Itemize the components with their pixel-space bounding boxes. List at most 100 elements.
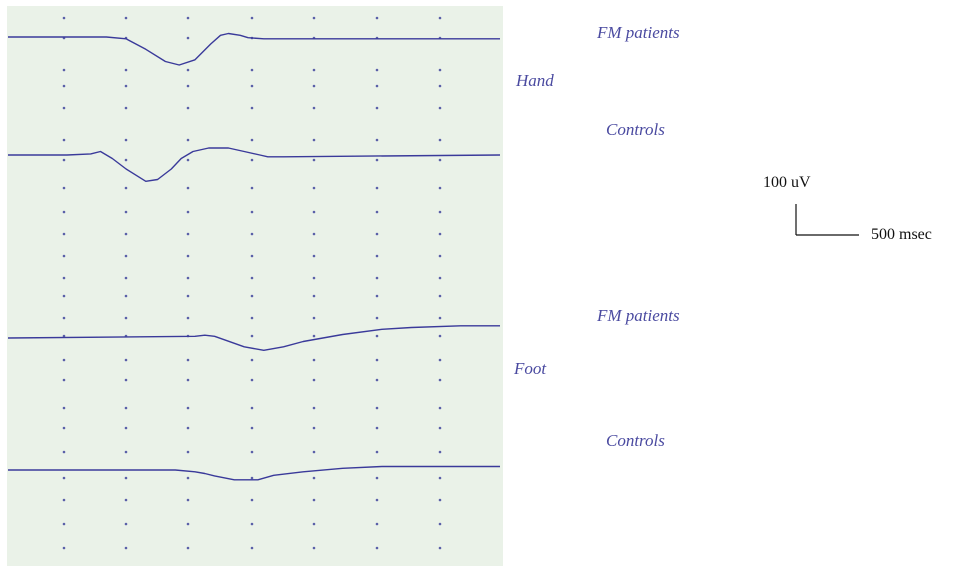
grid-dot (375, 426, 379, 430)
grid-dot (438, 476, 442, 480)
grid-dot (375, 186, 379, 190)
grid-dot (124, 522, 128, 526)
grid-dot (186, 186, 190, 190)
grid-dot (312, 106, 316, 110)
scale-bar: 100 uV 500 msec (763, 174, 932, 243)
grid-dot (186, 316, 190, 320)
grid-dot (250, 334, 254, 338)
grid-dot (312, 426, 316, 430)
grid-dot (250, 406, 254, 410)
grid-dot (62, 498, 66, 502)
grid-dot (375, 546, 379, 550)
grid-dot (438, 358, 442, 362)
label-foot-group: Foot (513, 359, 547, 378)
grid-dot (124, 316, 128, 320)
grid-dot (312, 522, 316, 526)
grid-dot (312, 16, 316, 20)
grid-dot (375, 450, 379, 454)
grid-dot (124, 426, 128, 430)
grid-dot (438, 138, 442, 142)
grid-dot (62, 294, 66, 298)
grid-dot (250, 276, 254, 280)
grid-dot (312, 138, 316, 142)
grid-dot (124, 106, 128, 110)
grid-dot (186, 522, 190, 526)
grid-dot (438, 68, 442, 72)
grid-dot (62, 426, 66, 430)
grid-dot (375, 254, 379, 258)
grid-dot (124, 68, 128, 72)
grid-dot (250, 546, 254, 550)
grid-dot (312, 84, 316, 88)
grid-dot (250, 426, 254, 430)
grid-dot (124, 232, 128, 236)
grid-dot (438, 276, 442, 280)
scale-amplitude-label: 100 uV (763, 174, 811, 191)
grid-dot (186, 476, 190, 480)
grid-dot (250, 522, 254, 526)
grid-dot (312, 158, 316, 162)
grid-dot (186, 294, 190, 298)
grid-dot (375, 316, 379, 320)
grid-dot (375, 498, 379, 502)
label-hand-controls: Controls (606, 120, 665, 139)
grid-dot (312, 186, 316, 190)
grid-dot (438, 498, 442, 502)
grid-dot (186, 158, 190, 162)
grid-dot (438, 546, 442, 550)
grid-dot (375, 232, 379, 236)
grid-dot (375, 68, 379, 72)
grid-dot (250, 232, 254, 236)
grid-dot (62, 16, 66, 20)
grid-dot (124, 16, 128, 20)
grid-dot (375, 276, 379, 280)
grid-dot (438, 84, 442, 88)
grid-dot (124, 210, 128, 214)
grid-dot (124, 450, 128, 454)
trace-foot-fm-patients (7, 325, 500, 351)
grid-dot (375, 378, 379, 382)
traces-panel-background (7, 6, 503, 566)
grid-dot (312, 498, 316, 502)
grid-dot (124, 476, 128, 480)
grid-dot (312, 334, 316, 338)
grid-dot (62, 334, 66, 338)
grid-dot (438, 522, 442, 526)
grid-dot (250, 16, 254, 20)
grid-dot (62, 522, 66, 526)
grid-dot (312, 210, 316, 214)
grid-dot (438, 186, 442, 190)
grid-dot (62, 546, 66, 550)
grid-dot (62, 68, 66, 72)
traces (7, 32, 501, 481)
grid-dot (375, 138, 379, 142)
grid-dot (438, 254, 442, 258)
grid-dot (124, 498, 128, 502)
grid-dot (250, 138, 254, 142)
grid-dot (250, 498, 254, 502)
grid-dot (62, 186, 66, 190)
grid-dot (438, 334, 442, 338)
grid-dot (438, 378, 442, 382)
grid-dot (312, 68, 316, 72)
grid-dot (438, 158, 442, 162)
grid-dot (186, 406, 190, 410)
grid-dot (62, 358, 66, 362)
grid-dot (250, 378, 254, 382)
grid-dot (186, 138, 190, 142)
grid-dot (375, 210, 379, 214)
grid-dot (250, 358, 254, 362)
grid-dot (375, 16, 379, 20)
grid-dot (375, 522, 379, 526)
grid-dot (186, 106, 190, 110)
grid-dot (438, 294, 442, 298)
grid-dot (375, 106, 379, 110)
grid-dot (250, 210, 254, 214)
grid-dot (186, 16, 190, 20)
grid-dot (124, 158, 128, 162)
grid-dot (375, 476, 379, 480)
grid-dot (250, 316, 254, 320)
grid-dot (186, 254, 190, 258)
grid-dot (186, 358, 190, 362)
